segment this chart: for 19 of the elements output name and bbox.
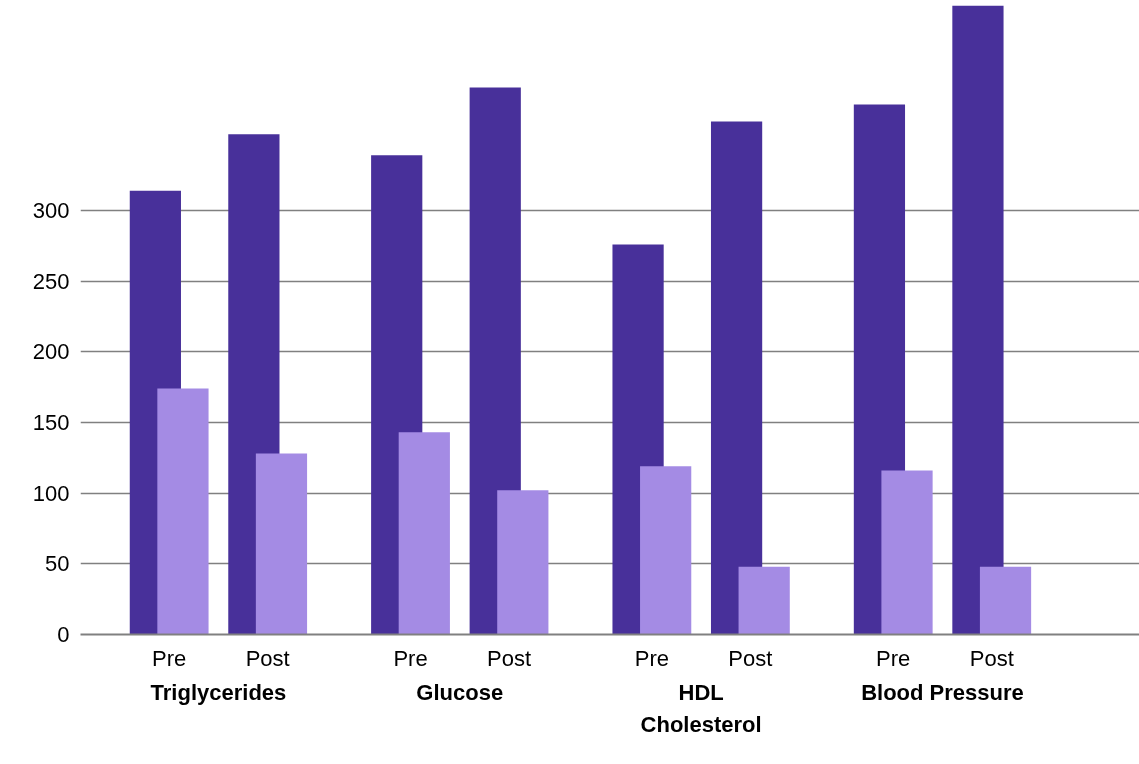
text: Triglycerides [150, 679, 287, 705]
x-tick-label: Post [245, 645, 290, 671]
x-tick-label: Post [728, 645, 773, 671]
y-tick-label: 50 [45, 551, 70, 577]
text: HDL Cholesterol [640, 679, 762, 737]
x-tick-label: Pre [393, 645, 428, 671]
x-tick-label: Post [487, 645, 532, 671]
x-tick-label: Pre [152, 645, 187, 671]
x-tick-label: Pre [634, 645, 669, 671]
text: Glucose [416, 679, 504, 705]
x-tick-label: Pre [876, 645, 911, 671]
y-tick-label: 150 [32, 409, 70, 435]
y-tick-label: 300 [32, 197, 70, 223]
y-tick-label: 200 [32, 339, 70, 365]
y-tick-label: 100 [32, 480, 70, 506]
x-tick-label: Post [969, 645, 1014, 671]
text: Blood Pressure [861, 679, 1024, 705]
y-tick-label: 0 [57, 622, 70, 647]
y-tick-label: 250 [32, 268, 70, 294]
